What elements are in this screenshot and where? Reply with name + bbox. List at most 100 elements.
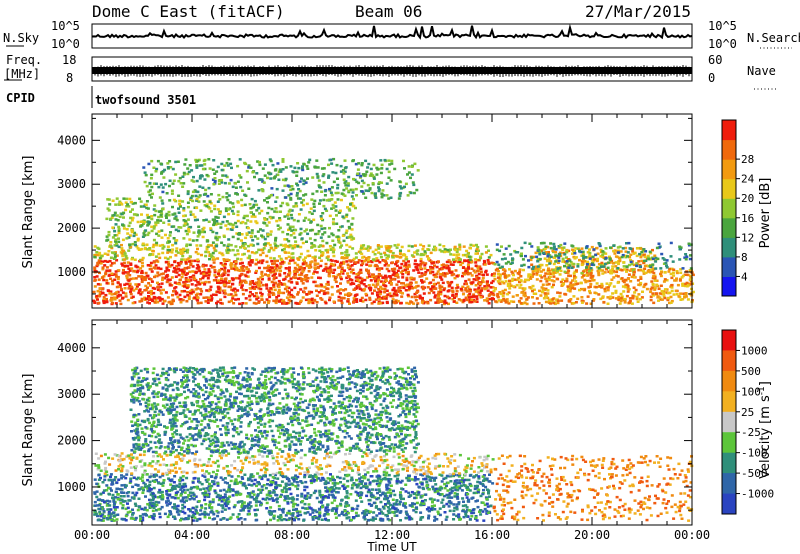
echo-cell [668, 267, 672, 271]
echo-cell [410, 254, 414, 257]
echo-cell [329, 258, 332, 262]
echo-cell [366, 245, 370, 248]
echo-cell [232, 212, 236, 215]
echo-cell [146, 224, 150, 227]
echo-cell [360, 162, 364, 165]
echo-cell [453, 276, 457, 280]
echo-cell [342, 257, 346, 260]
echo-cell [285, 285, 289, 289]
echo-cell [278, 218, 282, 222]
echo-cell [585, 271, 589, 274]
echo-cell [114, 242, 118, 245]
echo-cell [477, 272, 481, 276]
echo-cell [295, 194, 299, 197]
echo-cell [503, 257, 507, 260]
echo-cell [162, 288, 165, 292]
echo-cell [292, 205, 296, 208]
echo-cell [211, 230, 215, 234]
echo-cell [546, 255, 550, 258]
echo-cell [367, 502, 371, 506]
echo-cell [279, 204, 283, 208]
echo-cell [337, 237, 341, 241]
echo-cell [221, 220, 225, 224]
echo-cell [470, 515, 474, 518]
echo-cell [307, 301, 311, 305]
echo-cell [276, 173, 280, 177]
echo-cell [346, 272, 350, 275]
echo-cell [240, 239, 243, 242]
echo-cell [493, 287, 497, 291]
freq-left-tick-top: 18 [62, 53, 76, 67]
echo-cell [465, 254, 469, 257]
echo-cell [477, 258, 481, 262]
echo-cell [160, 171, 164, 174]
echo-cell [241, 302, 245, 305]
echo-cell [647, 257, 651, 261]
echo-cell [312, 202, 316, 206]
echo-cell [174, 505, 178, 508]
echo-cell [226, 164, 230, 167]
echo-cell [438, 284, 442, 287]
echo-cell [319, 186, 323, 189]
echo-cell [513, 269, 517, 273]
echo-cell [244, 302, 248, 305]
echo-cell [589, 272, 593, 275]
echo-cell [274, 301, 278, 305]
echo-cell [147, 264, 151, 267]
echo-cell [334, 191, 338, 195]
echo-cell [269, 233, 273, 236]
echo-cell [276, 224, 280, 227]
echo-cell [154, 223, 158, 227]
echo-cell [667, 296, 670, 300]
echo-cell [142, 166, 146, 169]
echo-cell [376, 283, 380, 286]
echo-cell [496, 270, 500, 273]
echo-cell [360, 179, 364, 183]
echo-cell [106, 253, 110, 256]
echo-cell [420, 252, 424, 256]
echo-cell [266, 299, 270, 303]
echo-cell [317, 230, 321, 233]
echo-cell [116, 281, 120, 284]
echo-cell [318, 249, 322, 252]
echo-cell [662, 292, 666, 295]
echo-cell [357, 162, 361, 165]
echo-cell [132, 270, 136, 273]
echo-cell [272, 275, 276, 279]
echo-cell [207, 280, 211, 284]
echo-cell [255, 209, 259, 212]
echo-cell [376, 280, 380, 283]
echo-cell [614, 291, 618, 294]
echo-cell [510, 261, 514, 265]
echo-cell [400, 262, 404, 266]
echo-cell [487, 261, 491, 264]
echo-cell [323, 292, 327, 295]
echo-cell [369, 279, 373, 282]
echo-cell [323, 231, 327, 234]
echo-cell [531, 267, 535, 270]
echo-cell [507, 291, 511, 294]
echo-cell [294, 204, 298, 208]
echo-cell [487, 294, 491, 297]
echo-cell [515, 283, 519, 287]
echo-cell [588, 285, 592, 288]
echo-cell [369, 288, 372, 292]
echo-cell [230, 299, 233, 303]
echo-cell [259, 287, 263, 291]
echo-cell [293, 166, 297, 170]
echo-cell [251, 285, 255, 289]
echo-cell [105, 269, 109, 272]
echo-cell [253, 235, 257, 238]
echo-cell [320, 217, 323, 220]
echo-cell [623, 297, 627, 301]
echo-cell [315, 172, 319, 176]
y-tick-label: 2000 [57, 221, 86, 235]
echo-cell [454, 248, 458, 252]
echo-cell [114, 240, 117, 243]
echo-cell [217, 272, 220, 275]
echo-cell [146, 216, 150, 219]
echo-cell [409, 278, 413, 281]
echo-cell [467, 298, 471, 302]
echo-cell [640, 296, 644, 299]
echo-cell [140, 476, 144, 479]
